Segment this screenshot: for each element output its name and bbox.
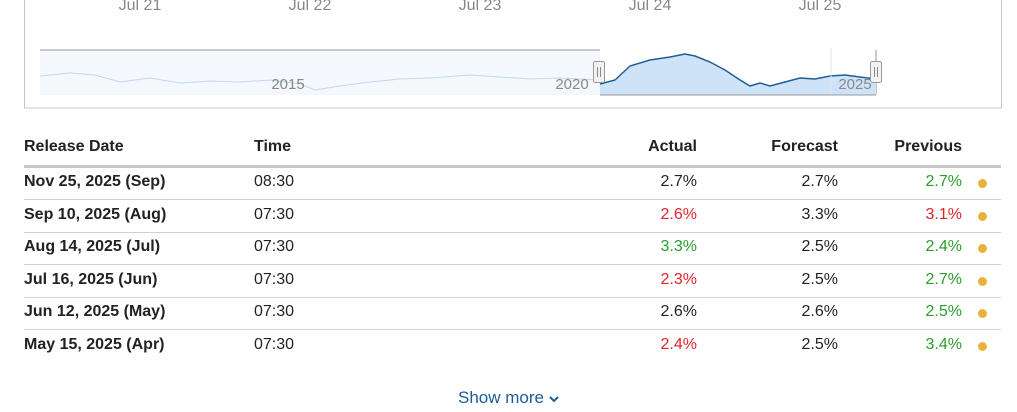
status-dot [978, 179, 987, 188]
status-dot [978, 211, 987, 221]
header-rule [24, 165, 1001, 168]
show-more-text[interactable]: Show more [458, 388, 544, 407]
forecast-cell: 2.7% [801, 173, 838, 190]
previous-cell: 3.1% [925, 205, 962, 223]
column-header: Forecast [771, 138, 838, 155]
actual-cell: 2.4% [660, 336, 697, 353]
time-cell: 07:30 [254, 303, 295, 321]
release-date-cell: Sep 10, 2025 (Aug) [24, 205, 167, 223]
year-label: 2025 [838, 76, 871, 93]
top-axis-label: Jul 25 [799, 0, 842, 14]
status-dot [978, 244, 987, 254]
column-header: Actual [648, 138, 697, 155]
column-header: Release Date [24, 138, 124, 155]
nav-line-faded [39, 72, 601, 91]
nav-selected-area [600, 54, 876, 95]
release-date-cell: Aug 14, 2025 (Jul) [24, 238, 161, 256]
previous-cell: 2.7% [925, 270, 962, 288]
status-dot [978, 276, 987, 286]
column-header: Previous [894, 138, 962, 155]
nav-line [599, 53, 877, 87]
nav-handle[interactable] [870, 61, 882, 83]
actual-cell: 2.6% [660, 303, 697, 321]
forecast-cell: 2.6% [801, 303, 838, 321]
actual-cell: 2.6% [660, 205, 697, 223]
top-axis-label: Jul 21 [119, 0, 162, 14]
time-cell: 07:30 [254, 238, 295, 256]
navigator-chart: Jul 21 Jul 22 Jul 23 Jul 24 Jul 25 2015 2020 2… [24, 0, 1002, 109]
row-separator [24, 231, 1001, 233]
actual-cell: 2.7% [660, 173, 697, 190]
year-label: 2020 [555, 76, 588, 93]
row-separator [24, 264, 1001, 266]
chevron [549, 395, 559, 402]
status-dot [978, 342, 987, 351]
time-cell: 08:30 [254, 173, 295, 190]
row-separator [24, 329, 1001, 331]
row-separator [24, 296, 1001, 298]
time-cell: 07:30 [254, 205, 295, 223]
actual-cell: 3.3% [660, 238, 697, 256]
forecast-cell: 2.5% [801, 270, 838, 288]
nav-handle[interactable] [593, 61, 605, 83]
nav-background [40, 50, 600, 95]
top-axis-label: Jul 23 [459, 0, 502, 14]
forecast-cell: 3.3% [801, 205, 838, 223]
column-header: Time [254, 138, 292, 155]
release-date-cell: Nov 25, 2025 (Sep) [24, 173, 166, 190]
previous-cell: 2.4% [925, 238, 962, 256]
time-cell: 07:30 [254, 270, 295, 288]
release-date-cell: Jul 16, 2025 (Jun) [24, 270, 158, 288]
previous-cell: 2.5% [925, 303, 962, 321]
top-axis-label: Jul 22 [289, 0, 332, 14]
status-dot [978, 309, 987, 319]
release-date-cell: Jun 12, 2025 (May) [24, 303, 166, 321]
row-separator [24, 199, 1001, 200]
forecast-cell: 2.5% [801, 336, 838, 353]
year-label: 2015 [271, 76, 304, 93]
handle-grip [597, 67, 878, 77]
forecast-cell: 2.5% [801, 238, 838, 256]
release-date-cell: May 15, 2025 (Apr) [24, 336, 165, 353]
previous-cell: 3.4% [925, 336, 962, 353]
time-cell: 07:30 [254, 336, 295, 353]
previous-cell: 2.7% [925, 173, 962, 190]
actual-cell: 2.3% [660, 270, 697, 288]
show-more[interactable]: Show more [458, 388, 559, 408]
top-axis-label: Jul 24 [629, 0, 672, 14]
